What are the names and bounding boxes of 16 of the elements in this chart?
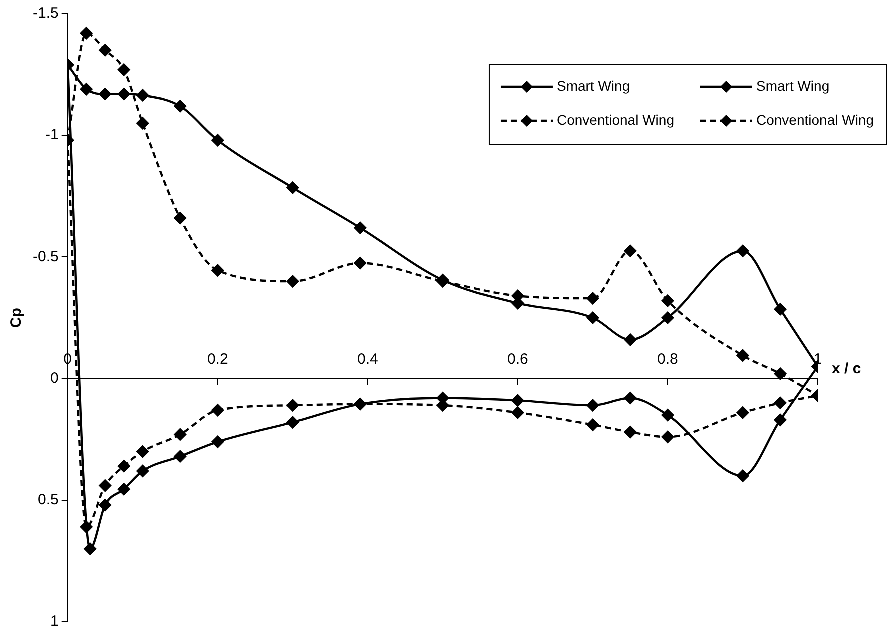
x-tick-label: 0.8 [658,350,678,368]
x-axis-title: x / c [832,360,862,378]
y-tick-label: 0 [50,370,59,387]
legend-label: Smart Wing [556,78,630,94]
legend-label: Conventional Wing [756,112,874,128]
x-tick-label: 0.4 [357,350,378,368]
y-tick-label: -0.5 [32,248,59,266]
y-tick-label: 1 [50,613,59,630]
y-tick-label: -1.5 [32,5,59,22]
legend-label: Conventional Wing [556,112,674,128]
y-tick-label: -1 [46,126,59,144]
x-tick-label: 0.2 [207,350,228,368]
y-axis-title: Cp [8,308,26,328]
y-tick-label: 0.5 [38,492,59,509]
x-tick-label: 0.6 [508,350,528,368]
legend-label: Smart Wing [756,78,830,94]
